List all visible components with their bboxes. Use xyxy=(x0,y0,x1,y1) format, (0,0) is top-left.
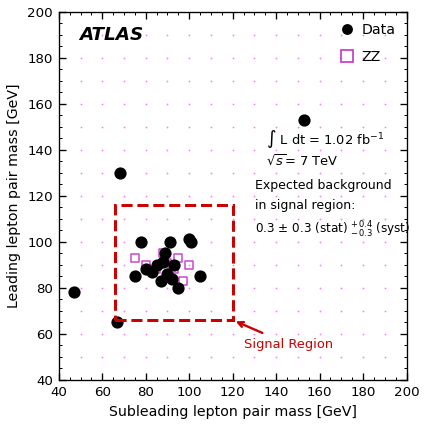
Point xyxy=(175,254,182,261)
Point xyxy=(153,266,160,273)
Point xyxy=(164,273,171,280)
Point xyxy=(168,262,175,268)
Text: 0.3 $\pm$ 0.3 (stat) $^{+0.4}_{-0.3}$ (syst): 0.3 $\pm$ 0.3 (stat) $^{+0.4}_{-0.3}$ (s… xyxy=(255,220,410,240)
Text: in signal region:: in signal region: xyxy=(255,199,356,213)
Point xyxy=(132,273,138,280)
Text: $\sqrt{s}$= 7 TeV: $\sqrt{s}$= 7 TeV xyxy=(266,153,338,169)
Text: $\int$ L dt = 1.02 fb$^{-1}$: $\int$ L dt = 1.02 fb$^{-1}$ xyxy=(266,128,384,150)
Text: ATLAS: ATLAS xyxy=(80,26,144,44)
Point xyxy=(170,262,177,268)
Point xyxy=(301,116,308,123)
Point xyxy=(186,236,193,243)
Point xyxy=(166,239,173,245)
Point xyxy=(153,262,160,268)
Legend: Data, ZZ: Data, ZZ xyxy=(336,19,400,68)
Point xyxy=(160,250,167,257)
Point xyxy=(71,289,78,296)
Point xyxy=(170,266,177,273)
Text: Signal Region: Signal Region xyxy=(238,322,333,351)
Point xyxy=(179,277,186,284)
Point xyxy=(186,262,193,268)
Point xyxy=(162,250,169,257)
Y-axis label: Leading lepton pair mass [GeV]: Leading lepton pair mass [GeV] xyxy=(7,83,21,308)
Point xyxy=(116,169,123,176)
Point xyxy=(132,254,138,261)
Point xyxy=(149,268,155,275)
Point xyxy=(114,319,121,326)
Point xyxy=(142,266,149,273)
Point xyxy=(138,239,145,245)
Point xyxy=(188,239,195,245)
Point xyxy=(175,285,182,291)
X-axis label: Subleading lepton pair mass [GeV]: Subleading lepton pair mass [GeV] xyxy=(109,405,357,419)
Bar xyxy=(115,205,233,320)
Point xyxy=(164,271,171,277)
Point xyxy=(158,277,164,284)
Point xyxy=(164,259,171,266)
Point xyxy=(168,275,175,282)
Point xyxy=(197,273,204,280)
Text: Expected background: Expected background xyxy=(255,179,392,192)
Point xyxy=(160,259,167,266)
Point xyxy=(142,262,149,268)
